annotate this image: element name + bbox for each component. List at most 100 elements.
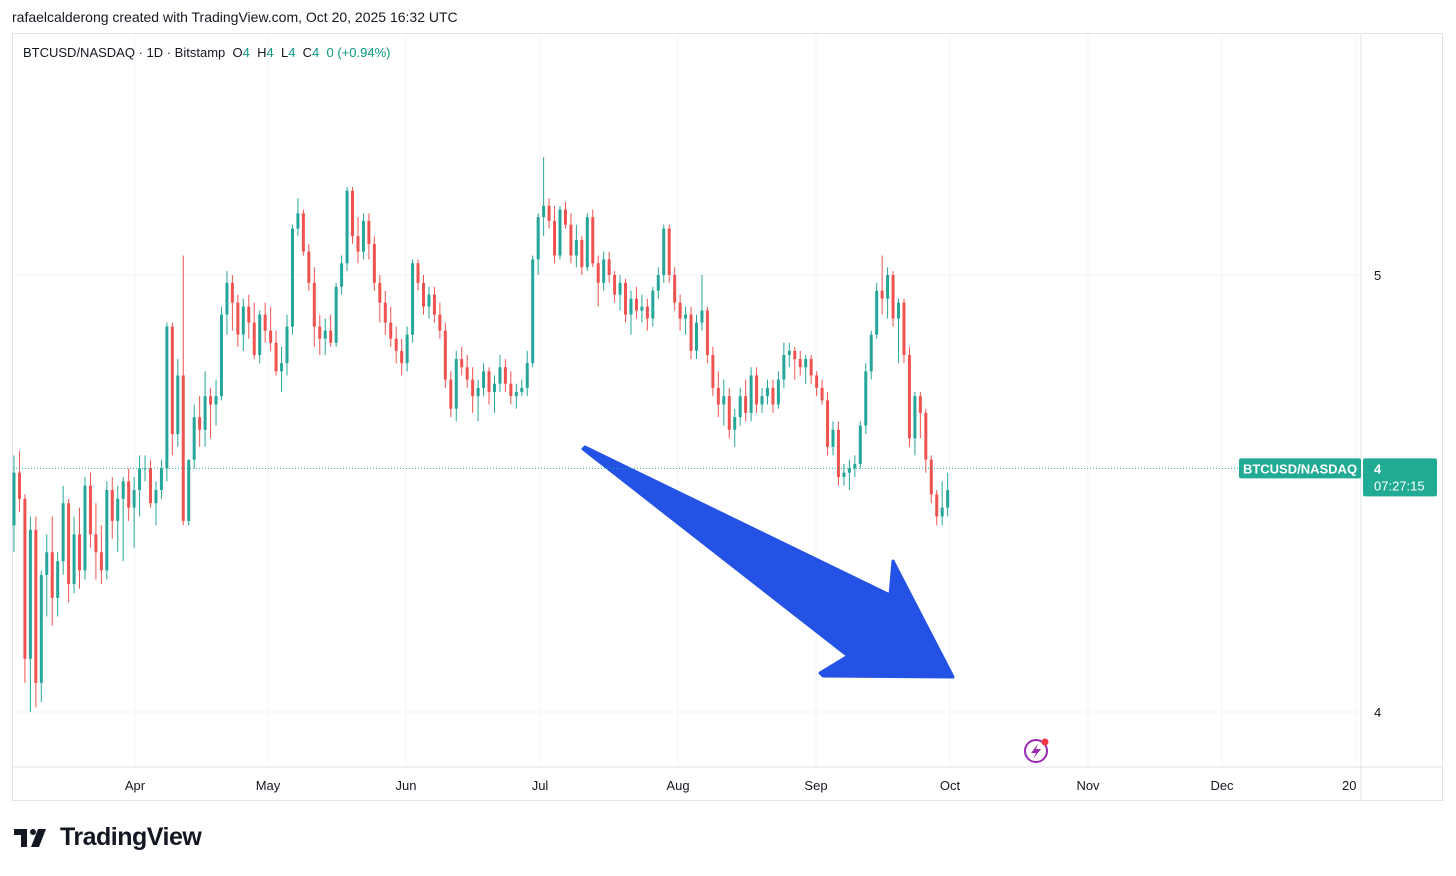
- candle-body: [798, 359, 802, 368]
- candle-body: [514, 392, 518, 397]
- candle-body: [296, 213, 300, 229]
- candle-body: [214, 396, 218, 405]
- candle-body: [765, 387, 769, 397]
- candle-body: [345, 190, 349, 264]
- candle-body: [241, 306, 245, 335]
- candle-body: [558, 209, 562, 256]
- candle-body: [159, 468, 163, 491]
- candle-body: [553, 220, 557, 256]
- candle-body: [498, 367, 502, 384]
- countdown-label: 07:27:15: [1374, 478, 1425, 493]
- candle-body: [596, 263, 600, 283]
- candle-body: [563, 209, 567, 225]
- candle-body: [219, 314, 223, 397]
- candle-body: [509, 383, 513, 397]
- candle-body: [432, 294, 436, 315]
- candle-body: [492, 383, 496, 393]
- candle-body: [629, 298, 633, 315]
- candle-body: [39, 574, 43, 683]
- candle-body: [651, 290, 655, 319]
- candle-body: [869, 334, 873, 372]
- x-axis: Apr May Jun Jul Aug Sep Oct Nov Dec 20: [125, 778, 1357, 793]
- candle-body: [323, 330, 327, 339]
- candle-body: [269, 330, 273, 343]
- candle-body: [744, 396, 748, 413]
- candle-body: [56, 561, 60, 598]
- x-tick-label: Dec: [1210, 778, 1234, 793]
- candle-body: [722, 396, 726, 405]
- down-arrow-shape: [581, 445, 955, 679]
- legend-open-label: O: [232, 45, 243, 60]
- candle-body: [476, 387, 480, 397]
- candle-body: [340, 263, 344, 287]
- candle-body: [154, 490, 158, 504]
- legend-low-label: L: [280, 45, 289, 60]
- symbol-price-label: BTCUSD/NASDAQ: [1243, 461, 1357, 476]
- candle-body: [749, 375, 753, 413]
- legend-low-value: 4: [288, 45, 296, 60]
- candle-body: [771, 387, 775, 405]
- candle-body: [618, 282, 622, 295]
- candle-body: [536, 217, 540, 260]
- lightning-icon[interactable]: [1024, 738, 1049, 763]
- candle-body: [716, 387, 720, 405]
- candle-body: [290, 228, 294, 327]
- candle-body: [383, 302, 387, 323]
- current-price-label: 4: [1374, 461, 1382, 476]
- candle-body: [17, 472, 21, 499]
- candle-body: [258, 314, 262, 355]
- candle-body: [28, 529, 32, 659]
- candle-body: [935, 494, 939, 517]
- candle-body: [700, 310, 704, 323]
- candle-body: [624, 282, 628, 315]
- candle-body: [367, 220, 371, 244]
- candle-body: [301, 213, 305, 252]
- candle-body: [640, 306, 644, 311]
- candle-body: [105, 490, 109, 571]
- brand-name: TradingView: [60, 823, 202, 851]
- candle-body: [209, 396, 213, 405]
- candle-body: [149, 468, 152, 504]
- candle-body: [531, 259, 535, 364]
- chart-frame: [12, 33, 1443, 801]
- candle-body: [334, 286, 338, 343]
- candle-body: [738, 396, 742, 418]
- candle-body: [236, 302, 240, 335]
- candle-body: [487, 371, 491, 393]
- candle-body: [252, 322, 256, 355]
- candle-body: [138, 468, 142, 491]
- candle-body: [542, 205, 546, 218]
- down-arrow-annotation-icon: [581, 445, 955, 679]
- symbol-label-bg: [1239, 458, 1361, 479]
- x-tick-label: Apr: [125, 778, 146, 793]
- candle-body: [826, 400, 830, 447]
- candle-body: [711, 354, 715, 388]
- candle-body: [449, 379, 453, 409]
- candle-body: [755, 375, 759, 405]
- candle-body: [329, 330, 333, 343]
- candle-body: [116, 498, 120, 521]
- candle-body: [815, 375, 819, 388]
- y-tick-label: 5: [1374, 268, 1381, 283]
- candle-body: [793, 350, 797, 360]
- candle-body: [695, 322, 698, 351]
- candle-body: [705, 310, 709, 355]
- candle-body: [760, 396, 764, 405]
- candle-body: [733, 417, 737, 430]
- candle-body: [176, 375, 180, 435]
- candle-body: [416, 263, 420, 283]
- candle-body: [678, 302, 682, 319]
- candle-body: [656, 275, 660, 291]
- chart-legend: BTCUSD/NASDAQ · 1D · Bitstamp O4 H4 L4 C…: [23, 45, 390, 60]
- candle-body: [411, 263, 415, 335]
- candle-body: [361, 220, 365, 252]
- candle-body: [520, 387, 524, 393]
- candle-body: [847, 468, 851, 473]
- candle-body: [946, 490, 950, 508]
- candle-body: [88, 485, 92, 535]
- candle-body: [165, 326, 169, 469]
- candle-body: [689, 314, 693, 351]
- candle-body: [858, 425, 862, 465]
- candle-body: [482, 371, 486, 388]
